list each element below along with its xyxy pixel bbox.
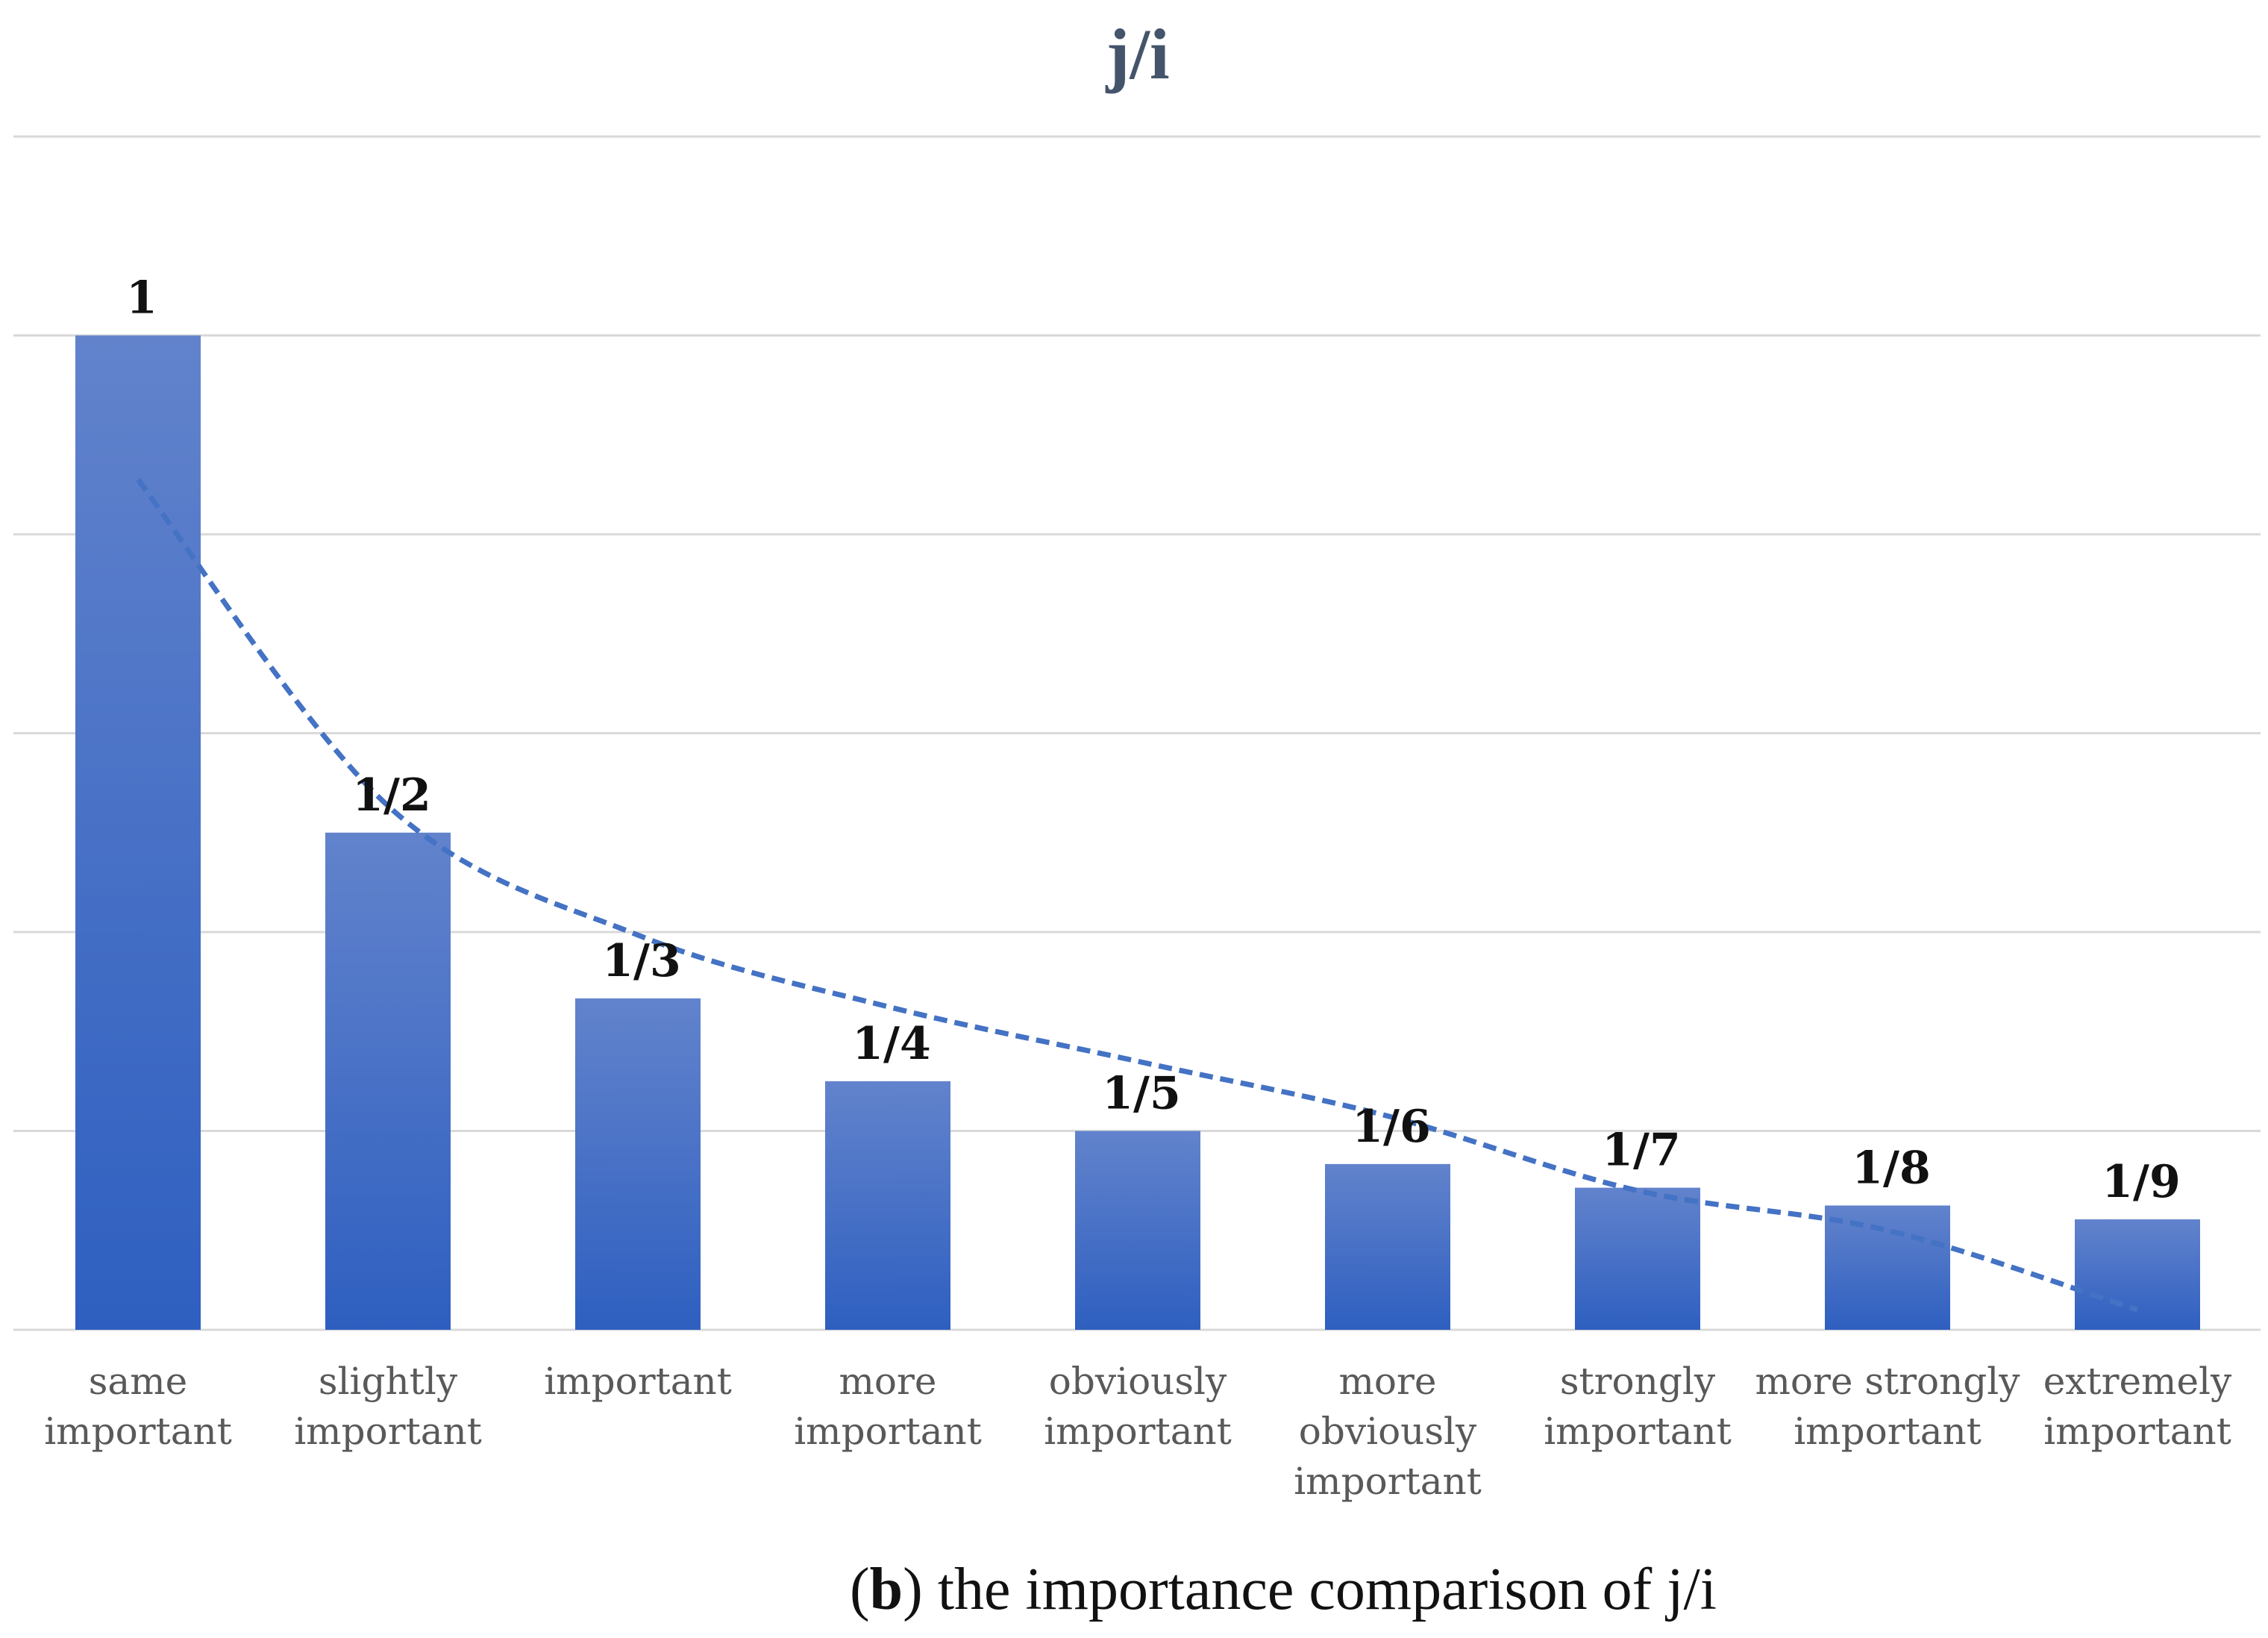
caption-text: the importance comparison of j/i (922, 1557, 1717, 1622)
bar-7 (1575, 1187, 1700, 1330)
bar-1 (75, 335, 201, 1330)
category-label-2: slightly important (294, 1360, 482, 1453)
category-label-3: important (544, 1360, 732, 1403)
figure-caption: (b) the importance comparison of j/i (850, 1557, 1717, 1622)
bar-5 (1075, 1131, 1200, 1330)
data-label-3: 1/3 (602, 935, 680, 987)
data-label-5: 1/5 (1102, 1068, 1180, 1120)
bar-9 (2075, 1219, 2200, 1330)
data-label-1: 1 (126, 272, 157, 325)
data-labels: 1 1/2 1/3 1/4 1/5 1/6 1/7 1/8 1/9 (126, 272, 2181, 1208)
category-labels: same important slightly important important m… (44, 1360, 2232, 1503)
trendline (136, 478, 2139, 1313)
caption-letter: b (869, 1557, 903, 1622)
bar-3 (575, 998, 701, 1330)
category-label-6: more obviously important (1294, 1360, 1482, 1503)
data-label-7: 1/7 (1602, 1125, 1680, 1177)
bar-8 (1825, 1205, 1950, 1330)
category-label-4: more important (794, 1360, 982, 1453)
data-label-6: 1/6 (1352, 1101, 1430, 1153)
category-label-5: obviously important (1044, 1360, 1232, 1453)
bar-2 (325, 832, 451, 1330)
data-label-8: 1/8 (1852, 1142, 1930, 1194)
category-label-1: same important (44, 1360, 232, 1453)
category-label-9: extremely important (2043, 1360, 2232, 1453)
data-label-9: 1/9 (2102, 1156, 2180, 1208)
bars (75, 335, 2200, 1330)
bar-6 (1325, 1163, 1450, 1330)
category-label-8: more strongly important (1755, 1360, 2020, 1453)
trendline-path (136, 478, 2139, 1313)
category-label-7: strongly important (1544, 1360, 1732, 1453)
data-label-4: 1/4 (852, 1018, 930, 1070)
bar-4 (825, 1081, 950, 1330)
chart-title: j/i (1105, 14, 1169, 94)
data-label-2: 1/2 (352, 769, 430, 822)
